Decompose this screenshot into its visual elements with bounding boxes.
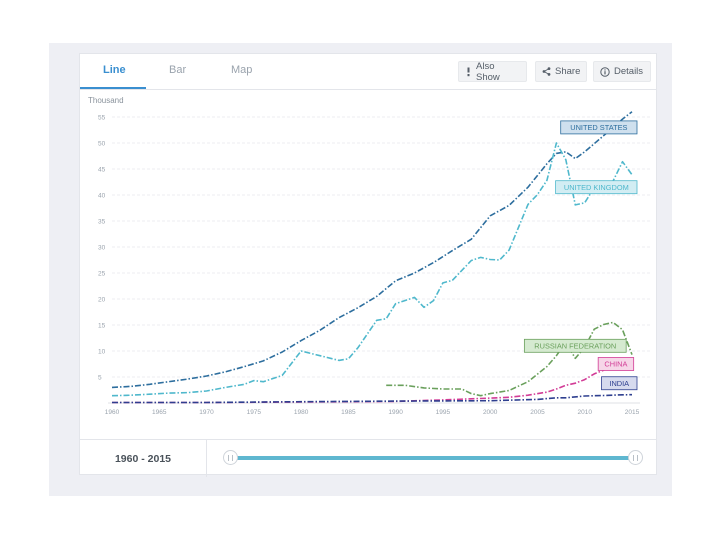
series-label-china: CHINA — [604, 360, 627, 369]
x-tick-label: 1965 — [152, 409, 167, 416]
y-tick-label: 15 — [98, 323, 106, 330]
series-label-united-states: UNITED STATES — [570, 123, 627, 132]
chart-type-tabs: Line Bar Map Also Show Share Details — [80, 54, 656, 90]
also-show-button[interactable]: Also Show — [458, 60, 527, 83]
also-show-label: Also Show — [476, 60, 500, 83]
y-tick-label: 35 — [98, 219, 106, 226]
series-label-box-china — [597, 357, 635, 371]
series-line-india[interactable] — [112, 393, 633, 404]
x-tick-label: 1960 — [105, 409, 120, 416]
series-label-box-russian-federation — [523, 338, 627, 353]
y-tick-label: 10 — [98, 349, 106, 356]
x-tick-label: 1990 — [388, 409, 403, 416]
series-label-box-united-kingdom — [555, 180, 638, 195]
range-start-handle[interactable] — [223, 450, 238, 465]
y-tick-label: 25 — [98, 271, 106, 278]
y-tick-label: 20 — [98, 297, 106, 304]
y-tick-label: 55 — [98, 115, 106, 122]
share-icon — [542, 67, 551, 76]
chart-card: Line Bar Map Also Show Share Details Tho… — [79, 53, 657, 477]
details-icon — [600, 66, 610, 77]
series-label-box-india — [601, 376, 638, 391]
x-tick-label: 2010 — [577, 409, 592, 416]
y-axis-unit-label: Thousand — [88, 96, 124, 105]
x-tick-label: 1980 — [294, 409, 309, 416]
series-label-india: INDIA — [609, 379, 629, 388]
tab-bar[interactable]: Bar — [169, 64, 187, 76]
x-tick-label: 1995 — [436, 409, 451, 416]
tab-map[interactable]: Map — [231, 64, 253, 76]
x-tick-label: 2000 — [483, 409, 498, 416]
y-tick-label: 50 — [98, 141, 106, 148]
y-tick-label: 5 — [98, 375, 102, 382]
x-tick-label: 2005 — [530, 409, 545, 416]
details-button[interactable]: Details — [593, 61, 651, 82]
series-line-china[interactable] — [112, 360, 633, 404]
year-range-label: 1960 - 2015 — [80, 440, 207, 477]
x-tick-label: 1975 — [247, 409, 262, 416]
series-line-united-kingdom[interactable] — [111, 142, 633, 397]
range-end-handle[interactable] — [628, 450, 643, 465]
details-label: Details — [614, 66, 644, 77]
x-tick-label: 1985 — [341, 409, 356, 416]
y-tick-label: 40 — [98, 193, 106, 200]
series-label-united-kingdom: UNITED KINGDOM — [564, 183, 629, 192]
series-label-russian-federation: RUSSIAN FEDERATION — [534, 341, 616, 350]
x-tick-label: 2015 — [625, 409, 640, 416]
series-line-russian-federation[interactable] — [386, 321, 633, 397]
y-tick-label: 45 — [98, 167, 106, 174]
tab-line[interactable]: Line — [103, 64, 126, 76]
x-tick-label: 1970 — [199, 409, 214, 416]
line-chart: Thousand 5 10 15 20 25 30 35 40 45 50 55 1960 1965 197… — [88, 96, 650, 416]
active-tab-underline — [80, 87, 146, 89]
range-footer: 1960 - 2015 — [80, 439, 656, 477]
series-line-united-states[interactable] — [111, 111, 633, 389]
year-range-track[interactable] — [232, 456, 638, 460]
series-label-box-united-states — [560, 120, 638, 135]
share-label: Share — [555, 66, 581, 77]
share-button[interactable]: Share — [535, 61, 587, 82]
y-tick-label: 30 — [98, 245, 106, 252]
also-show-icon — [467, 67, 470, 76]
